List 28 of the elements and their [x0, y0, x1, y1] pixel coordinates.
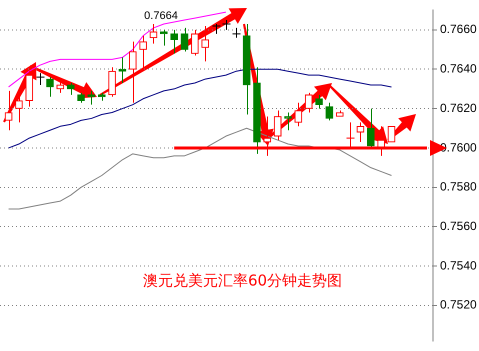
candlestick — [191, 29, 199, 56]
candlestick — [274, 110, 282, 141]
candlestick — [56, 80, 64, 94]
y-tick-label: 0.7580 — [440, 180, 478, 194]
y-tick-label: 0.7540 — [440, 258, 478, 272]
y-tick-label: 0.7640 — [440, 62, 478, 76]
candlestick — [304, 92, 313, 114]
y-tick-label: 0.7520 — [440, 298, 478, 312]
y-tick-label: 0.7560 — [440, 218, 478, 233]
candlestick — [25, 70, 34, 108]
candlestick — [108, 66, 116, 98]
y-tick-label: 0.7660 — [440, 22, 478, 36]
candlestick — [180, 27, 188, 52]
candlestick — [253, 66, 261, 154]
candlestick — [128, 41, 137, 104]
annotation: 0.7664 — [144, 10, 178, 22]
candlestick — [150, 23, 158, 44]
candlestick — [366, 108, 375, 148]
candlestick — [284, 112, 292, 131]
candlestick — [212, 23, 221, 34]
candlestick — [242, 23, 250, 115]
candlestick — [66, 82, 75, 96]
annotation: 澳元兑美元汇率60分钟走势图 — [142, 272, 342, 290]
candlestick — [222, 20, 231, 30]
y-tick-label: 0.7620 — [440, 100, 478, 115]
candlestick — [232, 27, 241, 38]
candlestick — [336, 110, 344, 117]
candlestick — [36, 72, 45, 86]
